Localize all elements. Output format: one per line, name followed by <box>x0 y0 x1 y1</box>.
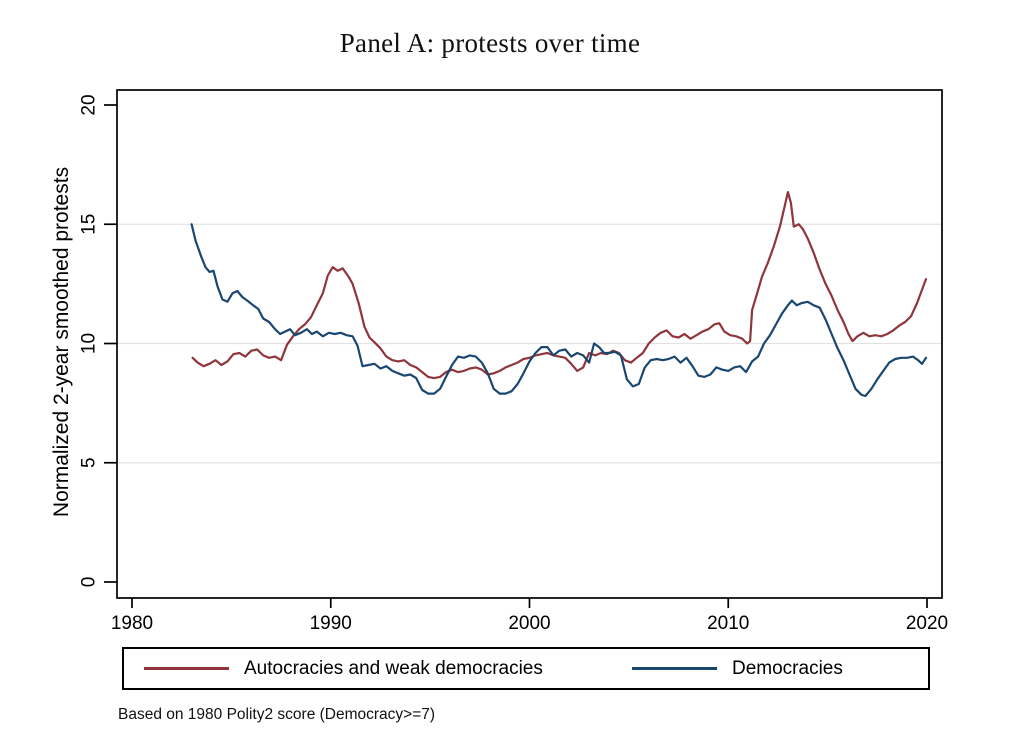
y-tick-label-0: 0 <box>79 577 100 588</box>
x-tick-label-2000: 2000 <box>508 613 550 634</box>
legend-item-democracies: Democracies <box>632 649 843 688</box>
y-tick-label-5: 5 <box>79 457 100 468</box>
x-tick-label-1980: 1980 <box>111 613 153 634</box>
legend-label-autocracies: Autocracies and weak democracies <box>244 657 543 679</box>
x-tick-label-2020: 2020 <box>906 613 948 634</box>
autocracies-line-swatch <box>144 667 229 670</box>
x-tick-label-2010: 2010 <box>707 613 749 634</box>
democracies-line-swatch <box>632 667 717 670</box>
legend-item-autocracies: Autocracies and weak democracies <box>144 649 543 688</box>
y-tick-label-20: 20 <box>79 94 100 115</box>
series-line-democracies <box>190 223 928 398</box>
legend: Autocracies and weak democracies Democra… <box>122 647 930 690</box>
x-tick-label-1990: 1990 <box>310 613 352 634</box>
series-line-autocracies <box>191 191 928 380</box>
page-title: Panel A: protests over time <box>339 28 641 58</box>
y-tick-label-15: 15 <box>79 214 100 235</box>
chart-footnote: Based on 1980 Polity2 score (Democracy>=… <box>118 706 436 723</box>
y-tick-label-10: 10 <box>79 333 100 354</box>
legend-label-democracies: Democracies <box>732 657 843 679</box>
